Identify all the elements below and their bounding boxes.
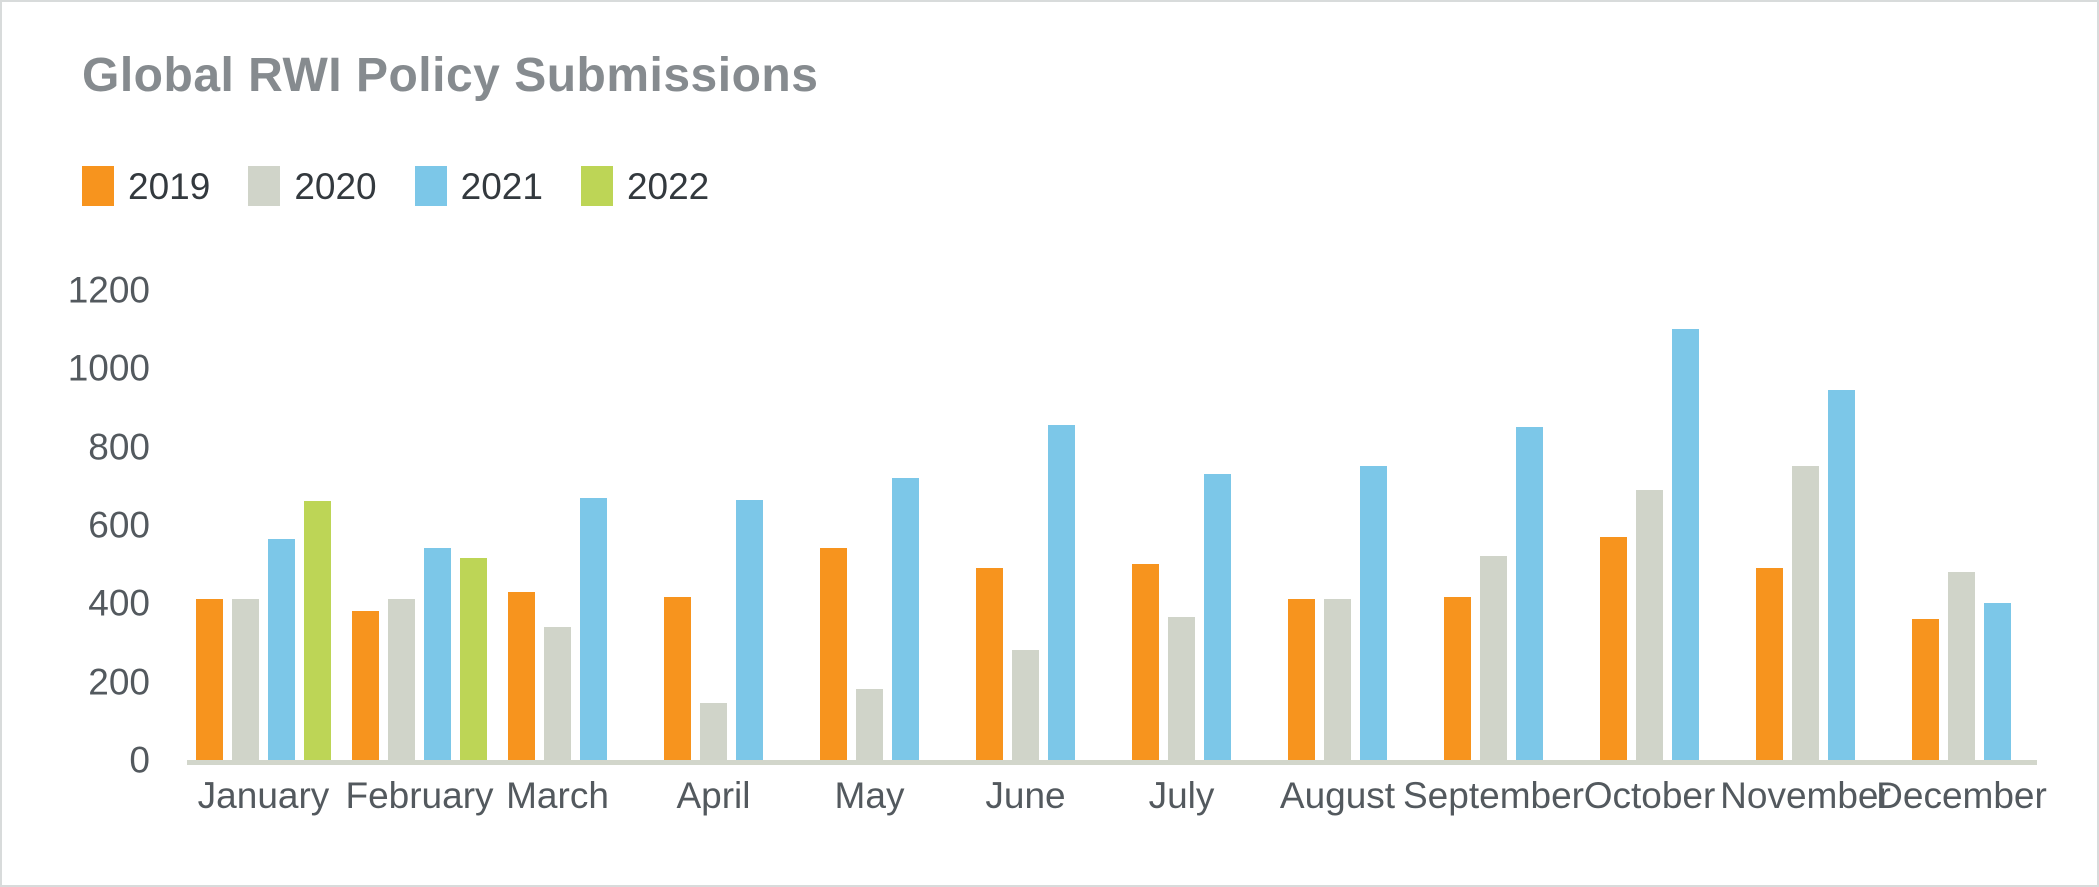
bar-2020-march: [544, 627, 571, 760]
bar-2022-january: [304, 501, 331, 760]
month-group-october: October: [1584, 329, 1715, 814]
bar-2021-november: [1828, 390, 1855, 760]
month-group-april: April: [664, 500, 763, 814]
legend-item-2020[interactable]: 2020: [248, 165, 377, 207]
bar-2019-may: [820, 548, 847, 760]
legend-swatch-2020: [248, 166, 281, 206]
bar-2021-june: [1048, 425, 1075, 760]
y-tick-0: 0: [129, 739, 150, 781]
bar-2020-october: [1636, 490, 1663, 760]
plot-area: January February March April May June July Augu…: [187, 290, 2047, 814]
bar-2020-september: [1480, 556, 1507, 760]
x-label-january: January: [197, 775, 330, 816]
legend-label-2020: 2020: [294, 165, 377, 207]
legend-item-2019[interactable]: 2019: [82, 166, 210, 206]
month-group-december: December: [1876, 572, 2047, 814]
y-tick-400: 400: [88, 582, 150, 624]
bar-2019-january: [196, 599, 223, 760]
month-group-june: June: [976, 425, 1075, 814]
month-group-july: July: [1132, 474, 1231, 814]
bar-2020-april: [700, 703, 727, 760]
legend-item-2022[interactable]: 2022: [580, 165, 710, 207]
legend: 2019 2020 2021 2022: [82, 165, 2097, 207]
month-group-january: January: [196, 501, 331, 814]
bar-2020-july: [1168, 617, 1195, 760]
y-axis: 0 200 400 600 800 1000 1200: [62, 272, 150, 779]
legend-swatch-2019: [82, 166, 114, 206]
bar-2022-february: [460, 558, 487, 760]
month-group-february: February: [345, 548, 494, 814]
bar-2019-february: [352, 611, 379, 760]
bar-2020-may: [856, 689, 883, 760]
bar-2021-october: [1672, 329, 1699, 760]
x-label-july: July: [1148, 775, 1215, 816]
bar-chart: 0 200 400 600 800 1000 1200 January February Mar…: [68, 271, 2097, 831]
bar-2020-january: [232, 599, 259, 760]
bar-2019-march: [508, 592, 535, 760]
bar-2019-june: [976, 568, 1003, 760]
x-label-march: March: [506, 775, 609, 816]
bar-2021-march: [580, 498, 607, 760]
month-group-september: September: [1403, 427, 1584, 814]
x-label-february: February: [345, 775, 494, 816]
month-group-november: November: [1720, 390, 1891, 814]
bar-2021-december: [1984, 603, 2011, 760]
bar-2021-september: [1516, 427, 1543, 760]
bar-2020-august: [1324, 599, 1351, 760]
bar-2021-february: [424, 548, 451, 760]
y-tick-600: 600: [88, 504, 150, 546]
bar-2019-december: [1912, 619, 1939, 760]
bar-2020-february: [388, 599, 415, 760]
x-label-august: August: [1279, 775, 1396, 816]
chart-title: Global RWI Policy Submissions: [82, 49, 819, 102]
y-tick-200: 200: [88, 661, 150, 703]
month-group-august: August: [1280, 466, 1395, 814]
x-label-september: September: [1403, 775, 1584, 816]
y-tick-1200: 1200: [67, 269, 150, 311]
bar-2020-june: [1012, 650, 1039, 760]
legend-swatch-2021: [414, 166, 447, 206]
bar-2021-april: [736, 500, 763, 760]
bar-2019-april: [664, 597, 691, 760]
bar-2021-january: [268, 539, 295, 760]
bar-2021-may: [892, 478, 919, 760]
legend-swatch-2022: [580, 166, 613, 206]
x-label-may: May: [834, 775, 905, 816]
x-label-june: June: [985, 775, 1066, 816]
legend-label-2021: 2021: [460, 165, 543, 207]
x-label-april: April: [676, 775, 751, 816]
bar-2020-november: [1792, 466, 1819, 760]
bar-2019-september: [1444, 597, 1471, 760]
month-group-may: May: [820, 478, 919, 814]
y-tick-1000: 1000: [67, 347, 150, 389]
y-tick-800: 800: [88, 426, 150, 468]
legend-item-2021[interactable]: 2021: [414, 165, 543, 207]
x-label-december: December: [1876, 775, 2047, 816]
legend-label-2022: 2022: [626, 165, 710, 207]
x-label-november: November: [1720, 775, 1891, 816]
bar-2019-october: [1600, 537, 1627, 760]
bar-2019-july: [1132, 564, 1159, 760]
bar-2021-july: [1204, 474, 1231, 760]
bar-2019-november: [1756, 568, 1783, 760]
legend-label-2019: 2019: [128, 165, 211, 207]
x-label-october: October: [1583, 775, 1716, 816]
bar-2019-august: [1288, 599, 1315, 760]
bar-2021-august: [1360, 466, 1387, 760]
bar-2020-december: [1948, 572, 1975, 760]
month-group-march: March: [506, 498, 609, 814]
